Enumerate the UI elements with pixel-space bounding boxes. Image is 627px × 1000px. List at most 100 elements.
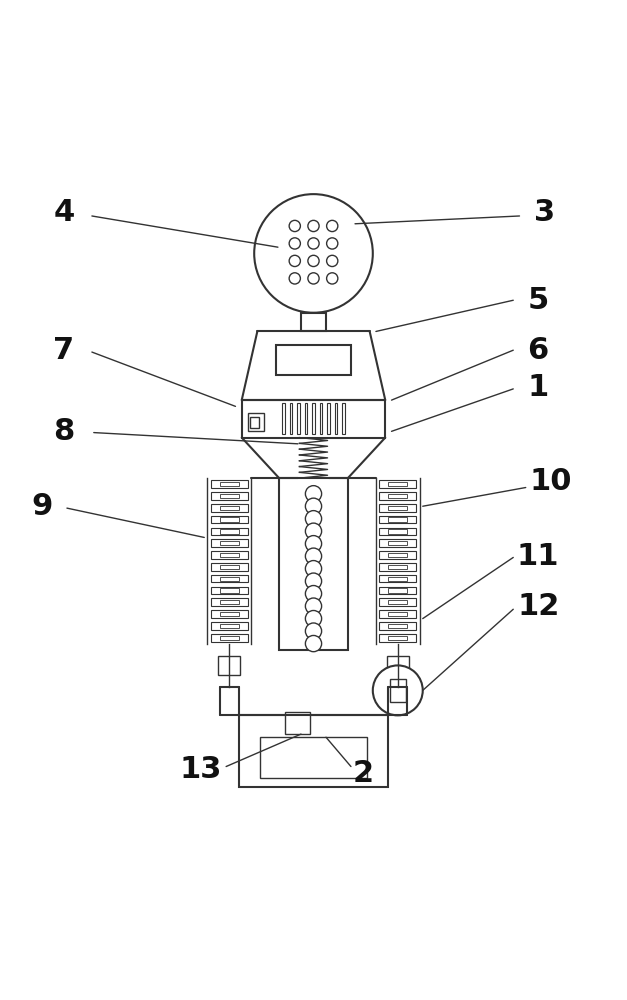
Bar [327, 403, 330, 434]
Bar [220, 541, 239, 545]
Circle shape [327, 255, 338, 267]
Circle shape [308, 273, 319, 284]
Text: 11: 11 [517, 542, 559, 571]
Bar [379, 587, 416, 594]
Circle shape [305, 623, 322, 639]
Bar [379, 610, 416, 618]
Bar [379, 551, 416, 559]
Bar [220, 494, 239, 498]
Circle shape [327, 238, 338, 249]
Bar [242, 400, 385, 438]
Circle shape [305, 561, 322, 577]
Text: 5: 5 [527, 286, 549, 315]
Bar [388, 482, 407, 486]
Circle shape [289, 255, 300, 267]
Bar [211, 504, 248, 512]
Bar [379, 492, 416, 500]
Bar [220, 553, 239, 557]
Circle shape [305, 586, 322, 602]
Circle shape [308, 255, 319, 267]
Circle shape [305, 610, 322, 627]
Bar [379, 480, 416, 488]
Bar [220, 506, 239, 510]
Text: 12: 12 [517, 592, 559, 621]
Bar [388, 577, 407, 581]
Bar [335, 403, 337, 434]
Bar [342, 403, 345, 434]
Bar [220, 517, 239, 522]
Bar [260, 737, 367, 778]
Text: 8: 8 [53, 417, 75, 446]
Bar [379, 516, 416, 523]
Text: 7: 7 [53, 336, 75, 365]
Text: 10: 10 [529, 467, 572, 496]
Bar [211, 587, 248, 594]
Bar [305, 403, 307, 434]
Text: 13: 13 [180, 755, 223, 784]
Bar [211, 516, 248, 523]
Circle shape [305, 486, 322, 502]
Bar [220, 600, 239, 604]
Circle shape [305, 573, 322, 589]
Bar [220, 624, 239, 628]
Bar [312, 403, 315, 434]
Bar [388, 565, 407, 569]
Circle shape [254, 194, 373, 313]
Bar [379, 539, 416, 547]
Bar [211, 575, 248, 582]
Bar [239, 715, 388, 787]
Bar [388, 553, 407, 557]
Bar [211, 492, 248, 500]
Bar [388, 529, 407, 534]
Bar [320, 403, 322, 434]
Text: 6: 6 [527, 336, 549, 365]
Bar [211, 539, 248, 547]
Bar [248, 413, 263, 431]
Bar [388, 588, 407, 593]
Bar [211, 480, 248, 488]
Circle shape [305, 498, 322, 514]
Bar [379, 598, 416, 606]
Bar [220, 636, 239, 640]
Circle shape [305, 536, 322, 552]
Bar [279, 478, 348, 650]
Circle shape [373, 665, 423, 715]
Text: 3: 3 [534, 198, 555, 227]
Bar [388, 494, 407, 498]
Circle shape [327, 220, 338, 232]
Bar [211, 634, 248, 642]
Circle shape [305, 523, 322, 539]
Bar [282, 403, 285, 434]
Bar [386, 656, 409, 675]
Bar [218, 656, 241, 675]
Bar [211, 622, 248, 630]
Circle shape [289, 238, 300, 249]
Bar [379, 634, 416, 642]
Bar [379, 528, 416, 535]
Bar [379, 563, 416, 571]
Text: 4: 4 [53, 198, 75, 227]
Bar [220, 577, 239, 581]
Bar [388, 612, 407, 616]
Bar [301, 313, 326, 331]
Text: 1: 1 [527, 373, 549, 402]
Bar [379, 622, 416, 630]
Bar [388, 600, 407, 604]
Circle shape [308, 220, 319, 232]
Bar [220, 482, 239, 486]
Bar [220, 565, 239, 569]
Bar [290, 403, 292, 434]
Bar [211, 598, 248, 606]
Circle shape [327, 273, 338, 284]
Bar [379, 504, 416, 512]
Bar [297, 403, 300, 434]
Bar [220, 612, 239, 616]
Bar [211, 563, 248, 571]
Circle shape [305, 511, 322, 527]
Bar [220, 529, 239, 534]
Circle shape [308, 238, 319, 249]
Bar [276, 345, 351, 375]
Bar [211, 551, 248, 559]
Bar [211, 528, 248, 535]
Bar [388, 541, 407, 545]
